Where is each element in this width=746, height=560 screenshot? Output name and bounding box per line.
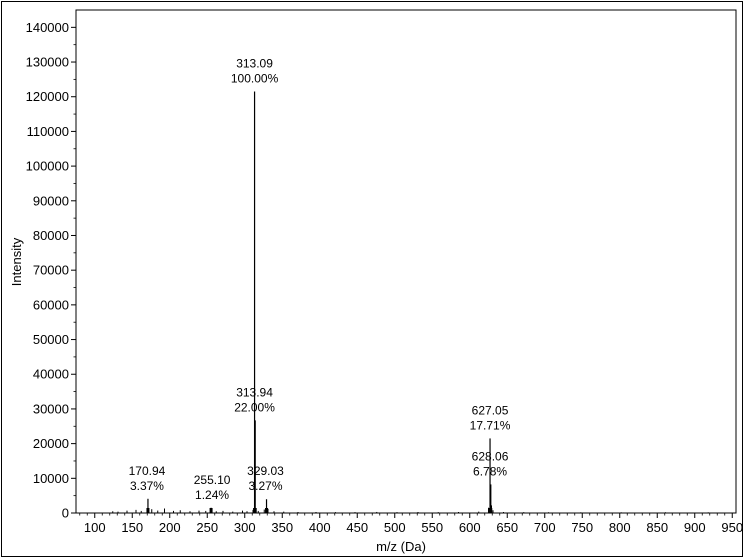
minor-peaks [112,505,709,513]
peak-base [265,508,269,513]
y-tick-label: 40000 [33,367,69,382]
x-tick-label: 800 [609,520,631,535]
y-tick-label: 120000 [26,89,69,104]
y-tick-label: 90000 [33,193,69,208]
peak-base [489,508,493,513]
plot-border [75,9,737,514]
peak-label-pct: 1.24% [195,488,229,502]
x-tick-label: 300 [234,520,256,535]
x-axis-title: m/z (Da) [376,539,426,554]
peak-base [209,508,213,513]
y-tick-label: 80000 [33,228,69,243]
y-tick-label: 140000 [26,20,69,35]
x-tick-label: 700 [534,520,556,535]
y-tick-label: 0 [62,506,69,521]
y-tick-label: 20000 [33,436,69,451]
y-tick-label: 70000 [33,263,69,278]
x-tick-label: 900 [684,520,706,535]
x-tick-label: 450 [346,520,368,535]
x-tick-label: 400 [309,520,331,535]
peak-label-mz: 329.03 [247,464,284,478]
y-tick-label: 110000 [27,124,69,139]
y-tick-label: 60000 [33,297,69,312]
x-tick-label: 550 [421,520,443,535]
peak-label-mz: 627.05 [472,403,509,417]
major-peaks [146,91,493,513]
x-tick-label: 650 [496,520,518,535]
plot-area [75,9,737,514]
y-tick-label: 50000 [33,332,69,347]
x-tick-label: 250 [196,520,218,535]
peak-label-mz: 170.94 [129,464,166,478]
x-tick-label: 150 [121,520,143,535]
peak-label-pct: 3.37% [130,479,164,493]
x-tick-label: 750 [571,520,593,535]
peak-base [146,508,150,513]
y-axis: 0 10000 20000 30000 40000 50000 60000 70000 8000… [26,20,76,521]
peak-label-mz: 313.09 [236,57,273,71]
peak-label-pct: 22.00% [234,400,275,414]
y-tick-label: 10000 [33,471,69,486]
peak-base [253,508,257,513]
peak-label-mz: 628.06 [472,449,509,463]
x-tick-label: 350 [271,520,293,535]
peak-label-pct: 100.00% [231,72,279,86]
peak-label-pct: 6.78% [473,464,507,478]
peak-label-pct: 3.27% [249,479,283,493]
x-tick-label: 600 [459,520,481,535]
peak-label-mz: 313.94 [236,385,273,399]
x-tick-label: 500 [384,520,406,535]
y-axis-title: Intensity [9,237,24,286]
x-axis: 100 150 200 250 300 350 400 450 500 550 600 650 700 7… [79,513,743,535]
y-tick-label: 130000 [26,55,69,70]
peak-label-mz: 255.10 [194,473,231,487]
y-tick-label: 30000 [33,401,69,416]
peak-label-pct: 17.71% [470,418,511,432]
y-tick-label: 100000 [26,159,69,174]
x-tick-label: 950 [721,520,743,535]
x-tick-label: 850 [646,520,668,535]
x-tick-label: 200 [159,520,181,535]
x-tick-label: 100 [84,520,106,535]
